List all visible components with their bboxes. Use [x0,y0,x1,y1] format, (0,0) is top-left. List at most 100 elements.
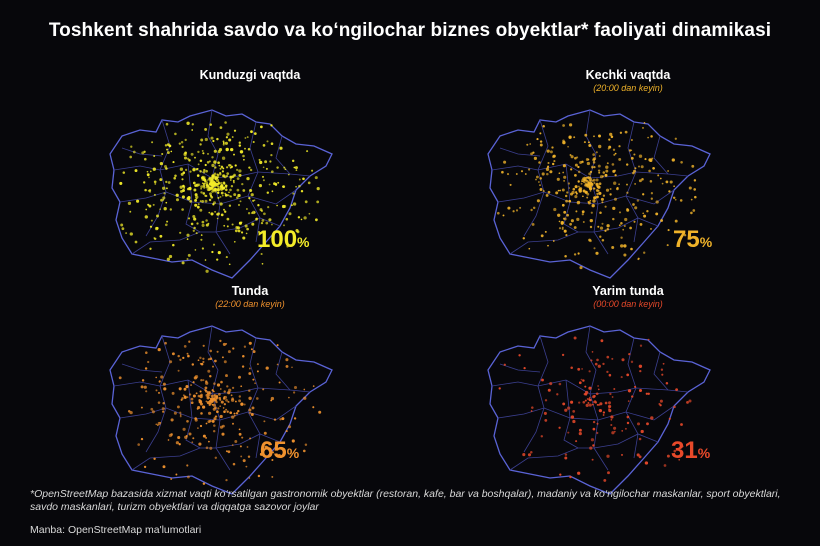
business-point [270,223,273,226]
business-point [582,195,584,198]
business-point [236,168,239,172]
business-point [161,152,164,156]
business-point [528,168,531,171]
business-point [593,247,596,250]
business-point [641,178,644,181]
business-point [563,217,567,221]
business-point [238,169,242,173]
business-point [650,135,653,138]
business-point [609,132,613,137]
business-point [594,362,598,366]
business-point [262,175,264,178]
business-point [308,212,311,215]
business-point [144,367,148,370]
business-point [205,169,208,173]
business-point [143,385,147,389]
business-point [241,365,245,368]
business-point [147,203,150,206]
business-point [153,193,156,196]
business-point [184,151,187,155]
business-point [229,411,233,415]
business-point [566,191,569,194]
business-point [686,401,689,404]
business-point [202,357,205,360]
business-point [155,226,159,230]
business-point [263,420,266,423]
business-point [281,204,286,209]
business-point [595,178,599,182]
business-point [167,181,171,184]
business-point [523,366,526,370]
business-point [208,211,211,214]
business-point [312,406,315,409]
business-point [674,198,677,201]
business-point [120,223,124,227]
activity-percentage: 75% [673,228,712,254]
business-point [599,175,604,179]
business-point [179,411,182,414]
business-point [270,396,275,401]
business-point [662,362,665,365]
business-point [640,165,644,169]
business-point [200,393,203,397]
business-point [649,180,653,183]
business-point [646,210,649,213]
business-point [290,204,293,207]
business-point [194,249,197,251]
business-point [181,208,184,211]
business-point [276,363,279,366]
business-point [604,229,607,232]
business-point [149,170,152,173]
city-map [109,109,333,279]
business-point [224,121,227,124]
business-point [201,175,205,179]
business-point [303,396,307,400]
business-point [180,398,183,401]
business-point [572,419,576,424]
business-point [549,150,553,154]
business-point [188,186,192,191]
business-point [213,424,216,427]
business-point [233,129,237,132]
business-point [165,187,168,190]
business-point [600,339,604,343]
business-point [639,344,643,347]
business-point [614,174,617,177]
business-point [624,217,628,222]
business-point [634,183,636,185]
business-point [535,178,537,181]
business-point [577,165,580,169]
business-point [204,137,208,142]
business-point [159,178,163,182]
business-point [271,190,274,193]
business-point [178,387,182,391]
business-point [539,140,543,143]
business-point [211,163,215,168]
business-point [577,180,580,183]
business-point [231,136,234,138]
business-point [214,189,217,193]
business-point [199,200,202,202]
business-point [565,199,568,203]
business-point [597,388,600,391]
business-point [613,426,617,430]
district-boundary [499,147,541,157]
business-point [225,374,228,378]
business-point [587,141,590,144]
panel-midnight: Yarim tunda (00:00 dan keyin) 31% [478,284,778,495]
business-point [579,266,583,270]
business-point [196,205,200,209]
district-boundary [145,335,171,453]
business-point [190,401,194,405]
business-point [570,155,574,159]
business-point [582,221,585,223]
business-point [209,399,212,402]
business-point [575,192,578,195]
business-point [639,223,643,226]
business-point [226,166,229,169]
business-point [540,234,544,238]
business-point [213,149,217,153]
business-point [202,360,205,364]
business-point [680,161,683,164]
business-point [148,190,152,193]
